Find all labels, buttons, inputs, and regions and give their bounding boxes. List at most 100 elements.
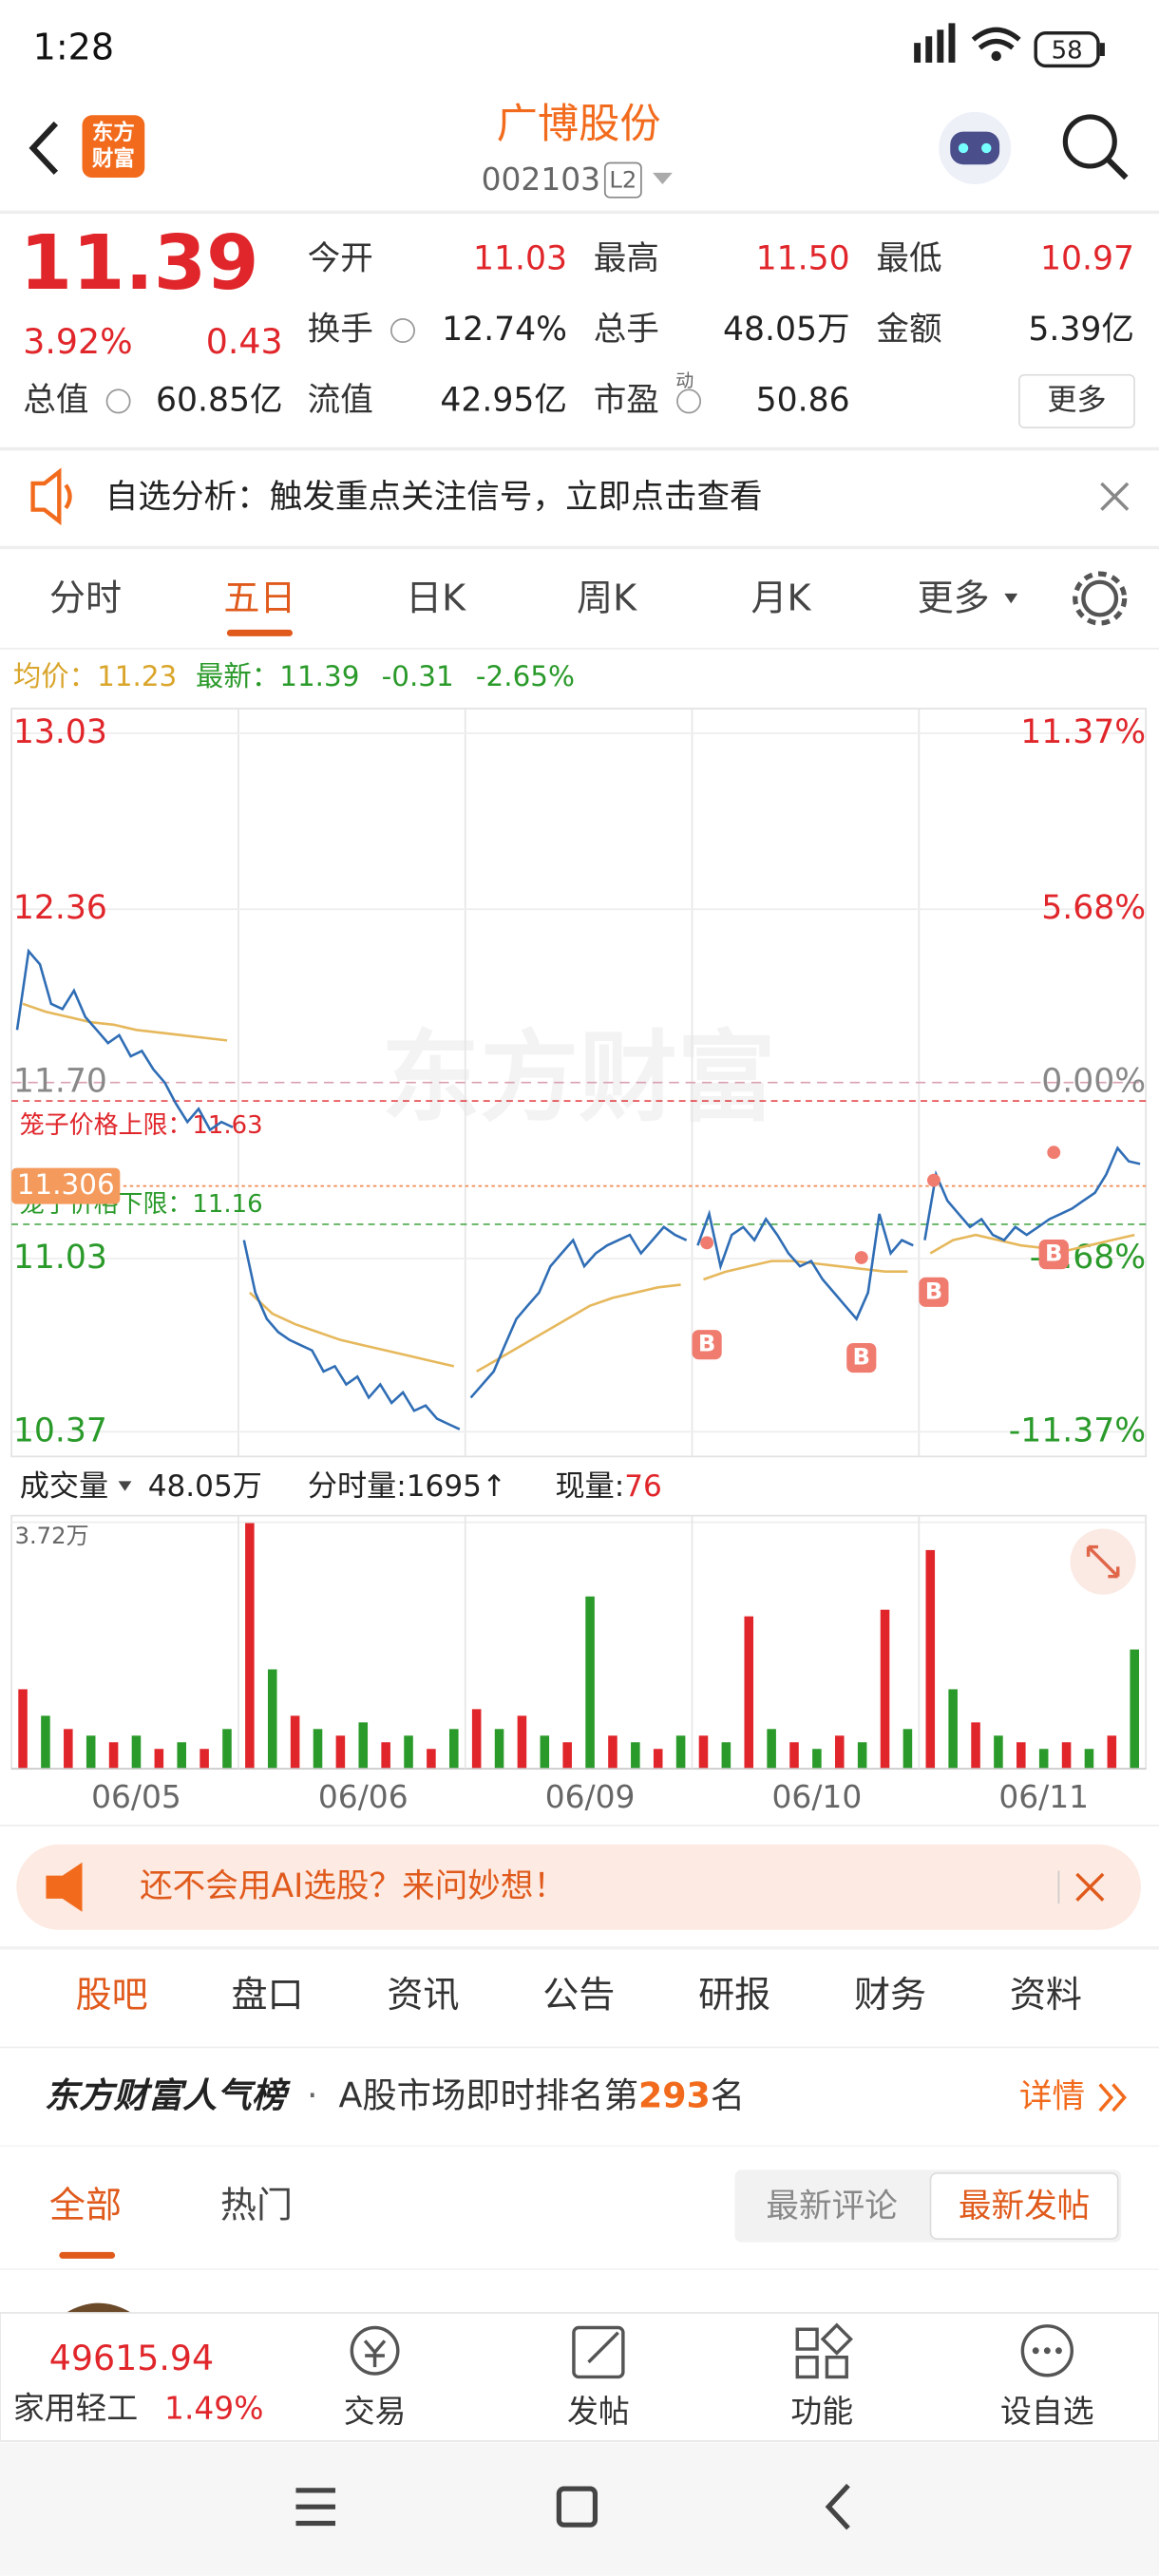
rect: [950, 131, 1000, 165]
volume-bar: [381, 1742, 390, 1770]
divider: [0, 2268, 1159, 2270]
period-tab[interactable]: 分时: [49, 577, 122, 618]
volume-bar: [608, 1735, 618, 1770]
divider: [0, 1946, 1159, 1950]
more-button[interactable]: [1018, 373, 1135, 428]
period-tab[interactable]: 月K: [750, 577, 811, 618]
rect: [925, 36, 933, 63]
volume-bar: [540, 1735, 550, 1770]
circle: [1020, 2324, 1074, 2377]
logo-text: 财富: [92, 146, 135, 172]
volume-bar: [1016, 1742, 1026, 1770]
more-dots: [1032, 2347, 1062, 2355]
volume-bar: [41, 1715, 50, 1770]
app-logo: [82, 115, 145, 179]
volume-bar: [925, 1549, 936, 1770]
index-value[interactable]: 49615.94: [49, 2338, 214, 2378]
path: [295, 2488, 336, 2527]
volume-bar: [631, 1742, 640, 1770]
filter-tab[interactable]: 热门: [220, 2185, 293, 2226]
rect: [1034, 31, 1100, 68]
buy-marker: B: [698, 1331, 715, 1357]
date-label: 06/06: [318, 1778, 408, 1815]
change-percent: 3.92%: [23, 321, 132, 362]
sort-option[interactable]: 最新评论: [766, 2188, 897, 2226]
cage-lower-value: 11.16: [192, 1190, 262, 1219]
sub-tab[interactable]: 资料: [1010, 1974, 1082, 2016]
path: [587, 2331, 619, 2364]
sub-tab[interactable]: 资讯: [387, 1974, 459, 2016]
buy-marker-box: [919, 1277, 949, 1307]
avg-label: 均价：: [13, 660, 97, 692]
volume-bar: [222, 1729, 232, 1770]
rect: [795, 2327, 819, 2351]
volume-bar: [131, 1735, 142, 1770]
system-bar: [0, 2442, 1159, 2576]
stat-label: 流值: [308, 381, 373, 419]
volume-bar: [427, 1749, 436, 1770]
battery-level: 58: [1052, 36, 1083, 65]
divider: [0, 446, 1159, 451]
volume-plot: [11, 1515, 1147, 1771]
divider: [0, 210, 1159, 215]
settings-icon[interactable]: [1073, 571, 1128, 626]
notice-text[interactable]: 自选分析：触发重点关注信号，立即点击查看: [105, 478, 763, 516]
sub-tab[interactable]: 研报: [698, 1974, 770, 2016]
volume-bar: [971, 1722, 980, 1770]
volume-bar: [1038, 1749, 1049, 1770]
ad-close[interactable]: [1075, 1872, 1105, 1902]
stat-label: 总手: [594, 311, 659, 349]
nav-item[interactable]: 功能: [790, 2393, 853, 2430]
ranking-title: 东方财富人气榜: [45, 2074, 292, 2115]
period-tab[interactable]: 五日: [223, 577, 295, 618]
rect: [1099, 43, 1105, 56]
volume-bar: [358, 1722, 369, 1770]
circle: [1081, 579, 1119, 617]
sub-tab[interactable]: 公告: [542, 1974, 615, 2016]
stat-value: 11.50: [756, 240, 850, 278]
divider: [0, 2046, 1159, 2049]
assistant-avatar[interactable]: [939, 111, 1012, 184]
volume-bar: [789, 1742, 799, 1770]
signal-dot: [854, 1251, 868, 1264]
sort-option[interactable]: 最新发帖: [959, 2188, 1090, 2226]
expand-button[interactable]: [1070, 1528, 1136, 1595]
volume-bar: [18, 1689, 28, 1770]
volume-bar: [767, 1729, 776, 1770]
volume-bar: [494, 1729, 504, 1770]
filter-tab[interactable]: 全部: [49, 2185, 122, 2226]
nav-item[interactable]: 设自选: [1000, 2393, 1094, 2430]
change-amount: 0.43: [206, 321, 283, 362]
close-notice[interactable]: [1100, 482, 1130, 511]
volume-bar: [245, 1522, 255, 1770]
date-label: 06/11: [998, 1778, 1089, 1815]
nav-item[interactable]: 交易: [344, 2393, 407, 2430]
ranking-row[interactable]: 东方财富人气榜 · A股市场即时排名第293名: [45, 2074, 745, 2115]
system-buttons[interactable]: [295, 2483, 850, 2530]
signal-dot: [1047, 1146, 1061, 1160]
period-tab[interactable]: 日K: [406, 577, 466, 618]
volume-bar: [721, 1742, 732, 1770]
ad-banner[interactable]: [16, 1844, 1141, 1930]
ranking-sep: ·: [307, 2074, 318, 2115]
back-button[interactable]: [28, 121, 59, 175]
stat-value: 60.85亿: [156, 381, 283, 419]
period-tab[interactable]: 更多: [918, 577, 990, 618]
search-button[interactable]: [1062, 114, 1129, 180]
ranking-detail[interactable]: 详情: [1019, 2077, 1085, 2115]
divider: [0, 2145, 1159, 2148]
volume-dropdown: [118, 1481, 132, 1491]
volume-bar: [404, 1735, 413, 1770]
dropdown-arrow: [653, 172, 673, 184]
volume-bar: [948, 1689, 958, 1770]
sub-tab[interactable]: 股吧: [76, 1974, 148, 2016]
sub-tab[interactable]: 财务: [854, 1974, 926, 2016]
buy-marker: B: [1045, 1241, 1062, 1267]
sector-change: 1.49%: [164, 2390, 263, 2427]
stat-value: 48.05万: [723, 311, 850, 349]
sub-tab[interactable]: 盘口: [231, 1974, 303, 2016]
period-tab[interactable]: 周K: [577, 577, 637, 618]
nav-icons: [350, 2322, 1074, 2379]
nav-item[interactable]: 发帖: [567, 2393, 630, 2430]
volume-bar: [267, 1669, 277, 1770]
